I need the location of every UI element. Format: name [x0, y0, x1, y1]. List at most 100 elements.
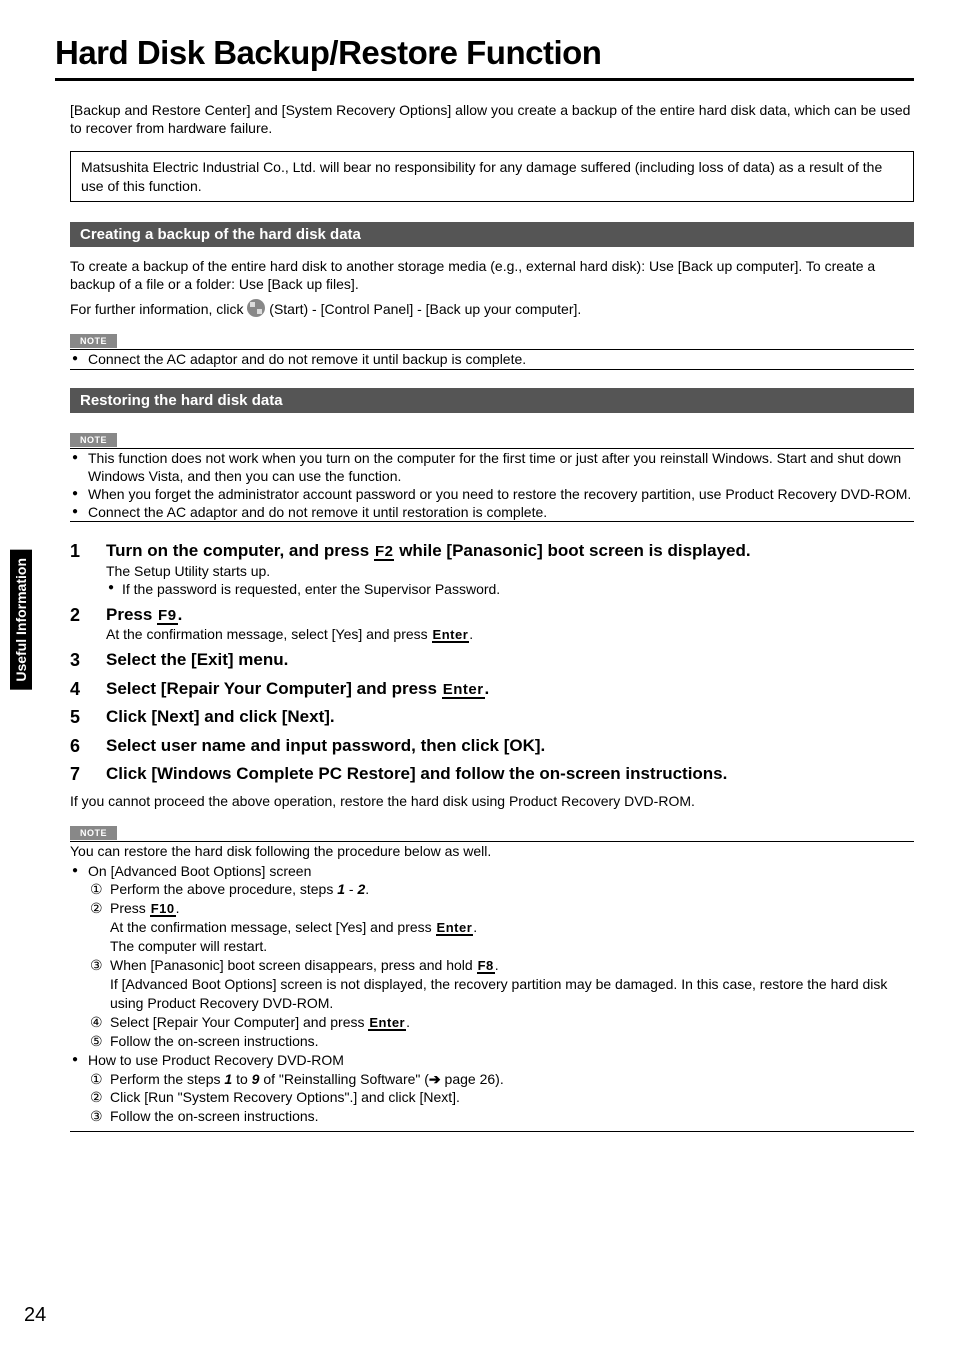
dvd-rom-title: How to use Product Recovery DVD-ROM [88, 1052, 344, 1068]
advanced-boot-steps: Perform the above procedure, steps 1 - 2… [88, 880, 914, 1050]
step-2: 2 Press F9. At the confirmation message,… [70, 604, 914, 643]
step-num: 6 [70, 735, 106, 758]
step-3: 3 Select the [Exit] menu. [70, 649, 914, 672]
adv2-line3: The computer will restart. [110, 937, 914, 956]
step-4: 4 Select [Repair Your Computer] and pres… [70, 678, 914, 701]
step-title: Press F9. [106, 604, 914, 625]
step-5: 5 Click [Next] and click [Next]. [70, 706, 914, 729]
creating-note-list: Connect the AC adaptor and do not remove… [70, 349, 914, 369]
note-label-restoring: NOTE [70, 433, 117, 447]
step-body: Select [Repair Your Computer] and press … [106, 678, 914, 701]
step2-sub: At the confirmation message, select [Yes… [106, 625, 914, 643]
adv2l2a: At the confirmation message, select [Yes… [110, 919, 436, 935]
dvd1a: Perform the steps [110, 1071, 224, 1087]
restoring-note-item2: When you forget the administrator accoun… [88, 485, 914, 503]
step1-bullet1: If the password is requested, enter the … [122, 580, 914, 598]
creating-note-item: Connect the AC adaptor and do not remove… [88, 350, 914, 368]
step-num: 2 [70, 604, 106, 643]
dvd-step-2: Click [Run "System Recovery Options".] a… [110, 1088, 914, 1107]
f8-key-icon: F8 [477, 959, 495, 974]
step-title: Select the [Exit] menu. [106, 649, 914, 670]
restoring-note-list: This function does not work when you tur… [70, 448, 914, 523]
section-header-restoring: Restoring the hard disk data [70, 388, 914, 413]
bottom-note-bullet2: How to use Product Recovery DVD-ROM Perf… [88, 1051, 914, 1126]
step1-bullets: If the password is requested, enter the … [106, 580, 914, 598]
adv2a: Press [110, 900, 150, 916]
title-rule [55, 78, 914, 81]
adv2l2b: . [473, 919, 477, 935]
step-title: Select user name and input password, the… [106, 735, 914, 756]
f9-key-icon: F9 [157, 608, 178, 625]
dvd1-mid: to [232, 1071, 251, 1087]
dvd-rom-steps: Perform the steps 1 to 9 of "Reinstallin… [88, 1070, 914, 1127]
creating-p2: For further information, click (Start) -… [70, 299, 914, 318]
adv-step-2: Press F10. At the confirmation message, … [110, 899, 914, 956]
step-num: 4 [70, 678, 106, 701]
step1-sub1: The Setup Utility starts up. [106, 562, 914, 580]
step-title: Click [Windows Complete PC Restore] and … [106, 763, 914, 784]
bottom-note-intro: You can restore the hard disk following … [70, 842, 914, 860]
adv-step-5: Follow the on-screen instructions. [110, 1032, 914, 1051]
step-body: Turn on the computer, and press F2 while… [106, 540, 914, 598]
step-6: 6 Select user name and input password, t… [70, 735, 914, 758]
enter-key-icon: Enter [436, 921, 474, 936]
adv2-line2: At the confirmation message, select [Yes… [110, 918, 914, 937]
step-body: Click [Next] and click [Next]. [106, 706, 914, 729]
step1-title-b: while [Panasonic] boot screen is display… [394, 541, 750, 560]
adv2b: . [176, 900, 180, 916]
arrow-icon: ➔ [429, 1071, 441, 1087]
step-body: Click [Windows Complete PC Restore] and … [106, 763, 914, 786]
bottom-note-block: You can restore the hard disk following … [70, 841, 914, 1132]
intro-text: [Backup and Restore Center] and [System … [70, 101, 914, 137]
step-7: 7 Click [Windows Complete PC Restore] an… [70, 763, 914, 786]
dvd-step-3: Follow the on-screen instructions. [110, 1107, 914, 1126]
page-number: 24 [24, 1304, 46, 1327]
step1-title-a: Turn on the computer, and press [106, 541, 374, 560]
adv4b: . [406, 1014, 410, 1030]
enter-key-icon: Enter [442, 682, 485, 699]
step4-title-a: Select [Repair Your Computer] and press [106, 679, 442, 698]
creating-p2a: For further information, click [70, 301, 247, 317]
step2-title-b: . [178, 605, 183, 624]
bottom-note-bullets: On [Advanced Boot Options] screen Perfor… [70, 862, 914, 1126]
adv3-line2: If [Advanced Boot Options] screen is not… [110, 975, 914, 1013]
adv1b: . [365, 881, 369, 897]
adv1-num1: 1 [337, 881, 345, 897]
adv4a: Select [Repair Your Computer] and press [110, 1014, 368, 1030]
advanced-boot-title: On [Advanced Boot Options] screen [88, 863, 311, 879]
disclaimer-text: Matsushita Electric Industrial Co., Ltd.… [81, 158, 903, 194]
creating-p2b: (Start) - [Control Panel] - [Back up you… [265, 301, 581, 317]
adv3b: . [495, 957, 499, 973]
f10-key-icon: F10 [150, 902, 176, 917]
adv-step-4: Select [Repair Your Computer] and press … [110, 1013, 914, 1032]
disclaimer-box: Matsushita Electric Industrial Co., Ltd.… [70, 151, 914, 201]
start-icon [247, 299, 265, 317]
step2-title-a: Press [106, 605, 157, 624]
dvd-step-1: Perform the steps 1 to 9 of "Reinstallin… [110, 1070, 914, 1089]
restoring-note-item1: This function does not work when you tur… [88, 449, 914, 485]
page-title: Hard Disk Backup/Restore Function [55, 34, 914, 72]
restoring-note-item3: Connect the AC adaptor and do not remove… [88, 503, 914, 521]
dvd1c: page 26). [441, 1071, 504, 1087]
adv1a: Perform the above procedure, steps [110, 881, 337, 897]
f2-key-icon: F2 [374, 544, 395, 561]
step-num: 5 [70, 706, 106, 729]
step-num: 7 [70, 763, 106, 786]
step-body: Select the [Exit] menu. [106, 649, 914, 672]
step-title: Click [Next] and click [Next]. [106, 706, 914, 727]
note-label-creating: NOTE [70, 334, 117, 348]
note-label-bottom: NOTE [70, 826, 117, 840]
adv3a: When [Panasonic] boot screen disappears,… [110, 957, 477, 973]
enter-key-icon: Enter [432, 628, 470, 643]
step2-sub-a: At the confirmation message, select [Yes… [106, 626, 432, 642]
creating-p1: To create a backup of the entire hard di… [70, 257, 914, 293]
step4-title-b: . [485, 679, 490, 698]
step2-sub-b: . [469, 626, 473, 642]
post-steps-text: If you cannot proceed the above operatio… [70, 792, 914, 810]
step-body: Press F9. At the confirmation message, s… [106, 604, 914, 643]
step-num: 3 [70, 649, 106, 672]
enter-key-icon: Enter [368, 1016, 406, 1031]
step-num: 1 [70, 540, 106, 598]
step-title: Turn on the computer, and press F2 while… [106, 540, 914, 561]
document-page: Hard Disk Backup/Restore Function [Backu… [0, 0, 954, 1174]
